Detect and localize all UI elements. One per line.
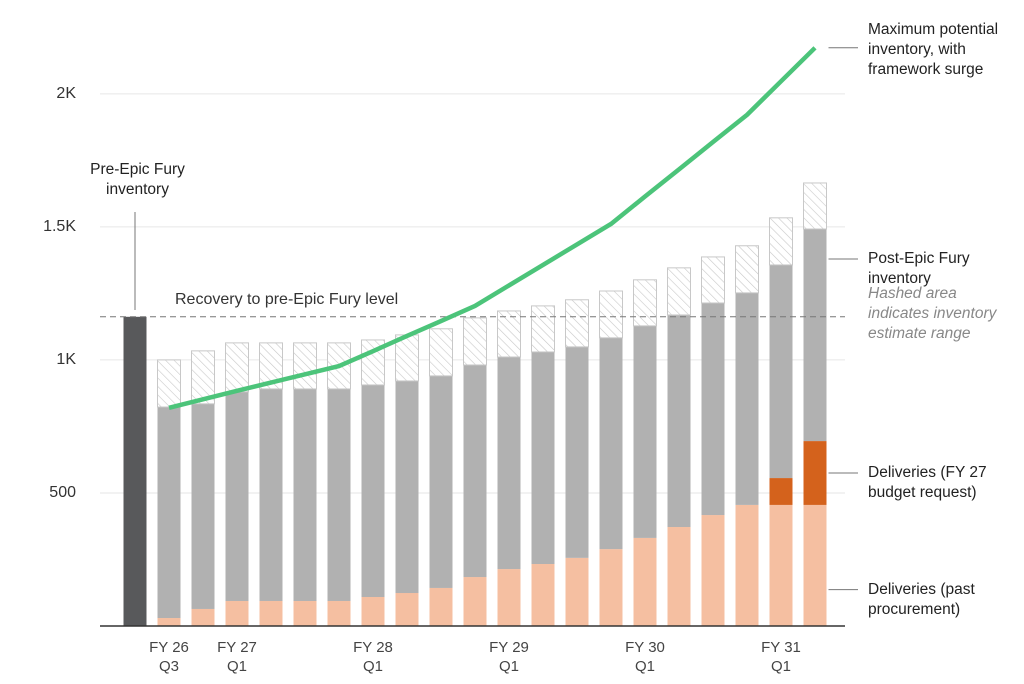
- y-tick-label: 1K: [56, 351, 76, 368]
- x-tick-label: FY 30 Q1: [625, 639, 665, 675]
- bar-segment: [259, 600, 283, 626]
- bar-segment: [225, 342, 249, 393]
- bar-segment: [429, 375, 453, 588]
- bar-segment: [463, 577, 487, 626]
- y-tick-label: 500: [49, 484, 76, 501]
- bar-segment: [225, 600, 249, 626]
- annotation: Deliveries (FY 27 budget request): [868, 464, 987, 501]
- annotation: Post-Epic Fury inventory: [868, 249, 970, 287]
- annotation: Hashed area indicates inventory estimate…: [868, 285, 997, 342]
- x-tick-label: FY 31 Q1: [761, 639, 801, 675]
- bar-segment: [565, 299, 589, 348]
- bar-segment: [293, 342, 317, 390]
- y-tick-label: 2K: [56, 85, 76, 102]
- reference-label: Recovery to pre-Epic Fury level: [175, 291, 398, 308]
- bar-segment: [361, 384, 385, 597]
- bar-segment: [599, 549, 623, 626]
- bar-segment: [497, 356, 521, 570]
- bar-segment: [803, 228, 827, 442]
- x-tick-label: FY 28 Q1: [353, 639, 393, 675]
- bar-segment: [633, 279, 657, 327]
- bar-segment: [327, 388, 351, 601]
- bar-segment: [769, 504, 793, 626]
- bar-segment: [157, 359, 181, 408]
- bar-segment: [701, 515, 725, 626]
- bar-segment: [225, 391, 249, 601]
- line: [168, 46, 817, 410]
- bar-segment: [157, 407, 181, 619]
- bar-segment: [327, 600, 351, 626]
- bar-segment: [293, 388, 317, 601]
- bar-segment: [191, 403, 215, 609]
- bar-segment: [259, 342, 283, 390]
- x-tick-label: FY 27 Q1: [217, 639, 257, 675]
- bar-segment: [599, 290, 623, 339]
- bar-segment: [293, 600, 317, 626]
- bar-segment: [395, 380, 419, 594]
- bar-segment: [769, 478, 793, 505]
- bar-segment: [735, 245, 759, 294]
- bar-segment: [157, 618, 181, 626]
- bar-segment: [429, 587, 453, 626]
- bar-segment: [497, 569, 521, 626]
- bar-segment: [361, 596, 385, 626]
- x-tick-label: FY 29 Q1: [489, 639, 529, 675]
- bar-segment: [531, 351, 555, 565]
- bar-segment: [259, 388, 283, 601]
- bar-segment: [735, 504, 759, 626]
- bar-segment: [191, 608, 215, 626]
- bar-segment: [803, 504, 827, 626]
- bar-segment: [463, 317, 487, 366]
- x-tick-label: FY 26 Q3: [149, 639, 189, 675]
- bar-segment: [803, 182, 827, 230]
- bar-segment: [191, 350, 215, 405]
- bar-segment: [463, 364, 487, 578]
- bar-segment: [769, 217, 793, 266]
- bar-segment: [565, 346, 589, 558]
- bar-segment: [531, 564, 555, 626]
- bar-segment: [633, 325, 657, 538]
- bar-segment: [599, 337, 623, 550]
- bar-segment: [565, 557, 589, 626]
- bar-segment: [395, 593, 419, 626]
- bar-segment: [497, 310, 521, 358]
- bar-segment: [633, 537, 657, 626]
- bar-segment: [701, 256, 725, 304]
- bar-segment: [735, 292, 759, 505]
- annotation: Pre-Epic Fury inventory: [90, 161, 185, 198]
- bar-segment: [429, 328, 453, 377]
- bar-segment: [667, 314, 691, 528]
- y-tick-label: 1.5K: [43, 218, 76, 235]
- bar-segment: [531, 305, 555, 353]
- bar-segment: [123, 316, 147, 626]
- bar-segment: [701, 302, 725, 516]
- bar-segment: [769, 264, 793, 479]
- bar-segment: [667, 527, 691, 626]
- annotation: Maximum potential inventory, with framew…: [868, 21, 999, 78]
- bar-segment: [803, 441, 827, 505]
- bar-segment: [667, 267, 691, 316]
- annotation: Deliveries (past procurement): [868, 580, 975, 618]
